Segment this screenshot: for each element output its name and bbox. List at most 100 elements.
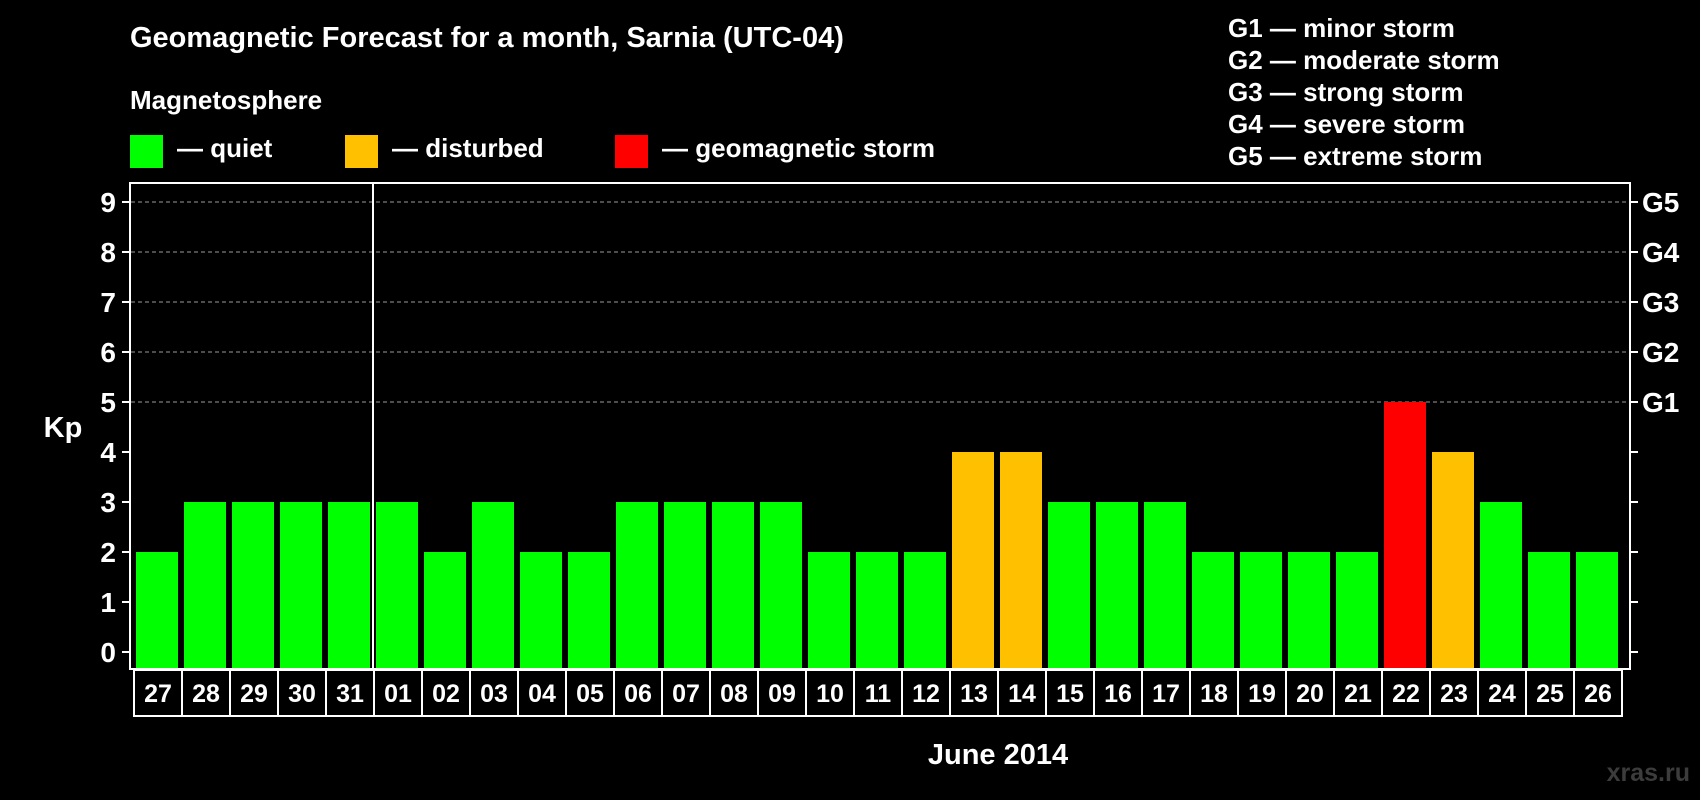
bar-18 xyxy=(1192,552,1234,668)
y-axis-label: Kp xyxy=(44,412,83,444)
grid-lines xyxy=(131,201,1629,403)
bar-23 xyxy=(1432,452,1474,668)
storm-scale-item-3: G4 — severe storm xyxy=(1228,109,1465,139)
bars xyxy=(136,402,1618,668)
x-tick-label-30: 30 xyxy=(288,680,316,708)
x-tick-label-20: 20 xyxy=(1296,680,1324,708)
bar-21 xyxy=(1336,552,1378,668)
x-tick-label-31: 31 xyxy=(336,680,364,708)
storm-level-label-G3: G3 xyxy=(1642,287,1679,318)
bar-24 xyxy=(1480,502,1522,668)
x-tick-label-27: 27 xyxy=(144,680,172,708)
x-tick-label-05: 05 xyxy=(576,680,604,708)
bar-08 xyxy=(712,502,754,668)
x-tick-label-24: 24 xyxy=(1488,680,1516,708)
bar-27 xyxy=(136,552,178,668)
y-tick-label-4: 4 xyxy=(100,437,116,468)
chart-subtitle: Magnetosphere xyxy=(130,85,322,115)
x-tick-label-17: 17 xyxy=(1152,680,1180,708)
x-tick-box xyxy=(133,669,1623,717)
bar-14 xyxy=(1000,452,1042,668)
bar-19 xyxy=(1240,552,1282,668)
x-tick-label-15: 15 xyxy=(1056,680,1084,708)
storm-scale-item-2: G3 — strong storm xyxy=(1228,77,1463,107)
bar-09 xyxy=(760,502,802,668)
legend-label-1: — disturbed xyxy=(392,133,544,163)
x-tick-label-09: 09 xyxy=(768,680,796,708)
x-tick-label-22: 22 xyxy=(1392,680,1420,708)
y-tick-label-0: 0 xyxy=(100,637,116,668)
x-axis-ticks: 27 28 29 30 31 01 02 03 04 05 06 07 08 09 10 11 12 13 14 15… xyxy=(133,669,1623,717)
x-tick-label-10: 10 xyxy=(816,680,844,708)
y-tick-label-3: 3 xyxy=(100,487,116,518)
bar-03 xyxy=(472,502,514,668)
bar-13 xyxy=(952,452,994,668)
legend-swatch-2 xyxy=(615,135,648,168)
bar-26 xyxy=(1576,552,1618,668)
x-tick-label-25: 25 xyxy=(1536,680,1564,708)
bar-02 xyxy=(424,552,466,668)
bar-22 xyxy=(1384,402,1426,668)
bar-06 xyxy=(616,502,658,668)
bar-17 xyxy=(1144,502,1186,668)
x-tick-label-06: 06 xyxy=(624,680,652,708)
x-tick-label-01: 01 xyxy=(384,680,412,708)
y-tick-label-2: 2 xyxy=(100,537,116,568)
storm-scale-item-1: G2 — moderate storm xyxy=(1228,45,1500,75)
x-tick-label-26: 26 xyxy=(1584,680,1612,708)
bar-29 xyxy=(232,502,274,668)
legend-label-0: — quiet xyxy=(177,133,273,163)
legend-swatch-1 xyxy=(345,135,378,168)
x-axis-label: June 2014 xyxy=(928,739,1068,771)
bar-31 xyxy=(328,502,370,668)
storm-level-label-G5: G5 xyxy=(1642,187,1679,218)
bar-05 xyxy=(568,552,610,668)
legend-label-2: — geomagnetic storm xyxy=(662,133,935,163)
x-tick-label-19: 19 xyxy=(1248,680,1276,708)
x-tick-label-21: 21 xyxy=(1344,680,1372,708)
y-tick-label-1: 1 xyxy=(100,587,116,618)
bar-10 xyxy=(808,552,850,668)
storm-level-label-G2: G2 xyxy=(1642,337,1679,368)
y-tick-label-6: 6 xyxy=(100,337,116,368)
bar-04 xyxy=(520,552,562,668)
x-tick-label-28: 28 xyxy=(192,680,220,708)
bar-11 xyxy=(856,552,898,668)
x-tick-label-07: 07 xyxy=(672,680,700,708)
x-tick-label-18: 18 xyxy=(1200,680,1228,708)
bar-16 xyxy=(1096,502,1138,668)
x-tick-label-16: 16 xyxy=(1104,680,1132,708)
bar-30 xyxy=(280,502,322,668)
bar-12 xyxy=(904,552,946,668)
x-tick-label-02: 02 xyxy=(432,680,460,708)
storm-level-ticks: G1 G2 G3 G4 G5 xyxy=(1630,187,1680,653)
storm-level-label-G1: G1 xyxy=(1642,387,1679,418)
bar-28 xyxy=(184,502,226,668)
bar-01 xyxy=(376,502,418,668)
watermark: xras.ru xyxy=(1607,759,1690,787)
y-axis-ticks: 0 1 2 3 4 5 6 7 8 9 xyxy=(100,187,130,668)
x-tick-label-23: 23 xyxy=(1440,680,1468,708)
storm-scale-item-0: G1 — minor storm xyxy=(1228,13,1455,43)
chart-title: Geomagnetic Forecast for a month, Sarnia… xyxy=(130,22,844,54)
storm-level-label-G4: G4 xyxy=(1642,237,1680,268)
bar-25 xyxy=(1528,552,1570,668)
bar-20 xyxy=(1288,552,1330,668)
legend: — quiet — disturbed — geomagnetic storm xyxy=(130,133,935,168)
y-tick-label-8: 8 xyxy=(100,237,116,268)
bar-07 xyxy=(664,502,706,668)
x-tick-label-11: 11 xyxy=(865,680,892,708)
y-tick-label-9: 9 xyxy=(100,187,116,218)
x-tick-label-14: 14 xyxy=(1008,680,1036,708)
x-tick-label-29: 29 xyxy=(240,680,268,708)
y-tick-label-5: 5 xyxy=(100,387,116,418)
x-tick-label-08: 08 xyxy=(720,680,748,708)
x-tick-label-04: 04 xyxy=(528,680,556,708)
legend-swatch-0 xyxy=(130,135,163,168)
x-tick-label-13: 13 xyxy=(960,680,988,708)
y-tick-label-7: 7 xyxy=(100,287,116,318)
storm-scale-item-4: G5 — extreme storm xyxy=(1228,141,1482,171)
x-tick-label-03: 03 xyxy=(480,680,508,708)
